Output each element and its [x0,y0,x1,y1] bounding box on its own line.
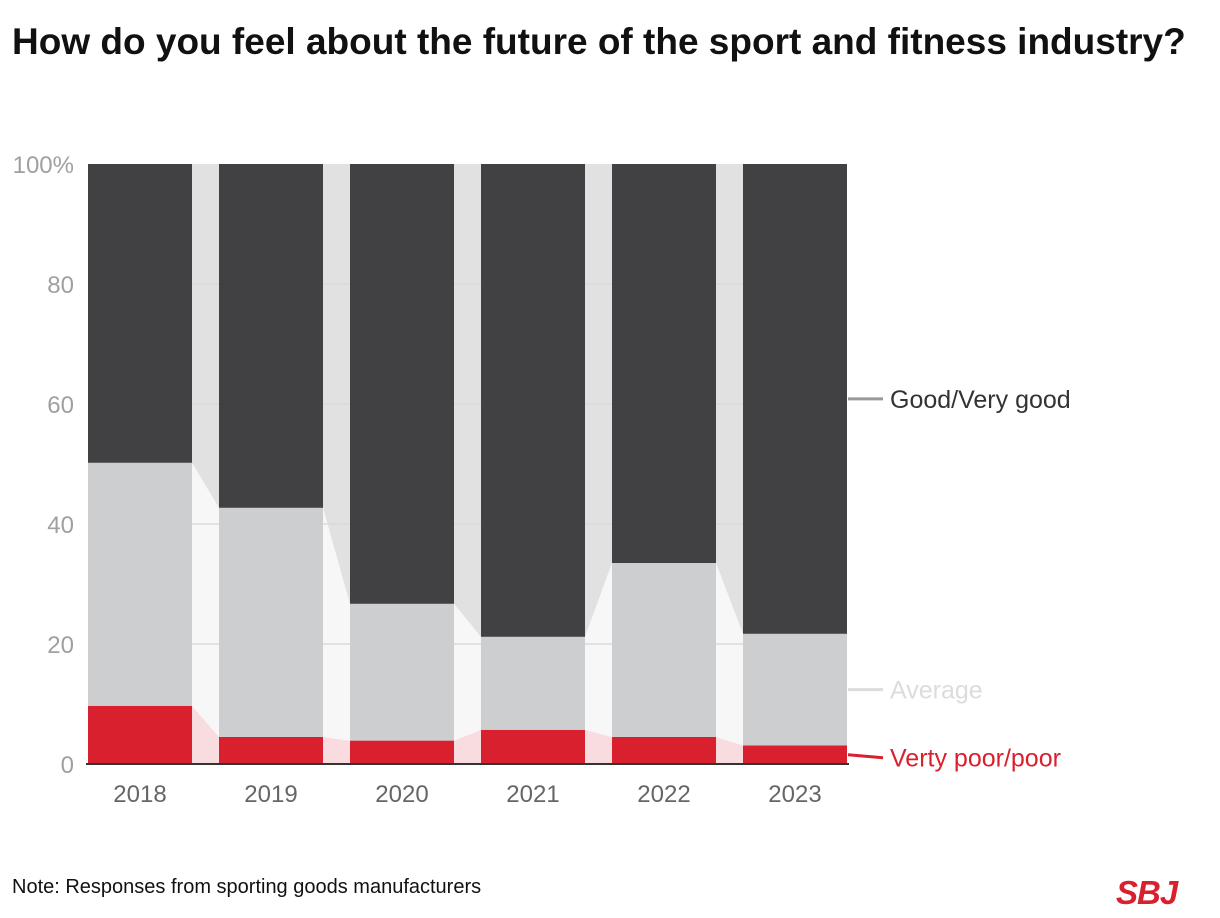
link-good-very-good [716,164,743,634]
bar-2022-verty-poor-poor [612,737,716,764]
bar-2019-average [219,507,323,737]
bar-2023-average [743,633,847,746]
link-verty-poor-poor [192,705,219,764]
link-average [454,603,481,741]
x-tick-label: 2023 [768,781,821,808]
link-verty-poor-poor [585,729,612,764]
bar-2018-average [88,462,192,706]
x-tick-label: 2020 [375,781,428,808]
bar-2023-good-very-good [743,164,847,634]
y-tick-label: 20 [47,632,74,659]
bar-2021-good-very-good [481,164,585,637]
y-tick-label: 60 [47,392,74,419]
link-verty-poor-poor [454,729,481,764]
bar-2018-verty-poor-poor [88,705,192,764]
bar-2023-verty-poor-poor [743,745,847,764]
series-label: Average [890,677,983,705]
bar-2019-good-very-good [219,164,323,508]
series-label: Verty poor/poor [890,745,1061,773]
link-good-very-good [585,164,612,637]
y-tick-label: 80 [47,272,74,299]
link-good-very-good [454,164,481,637]
link-average [716,563,743,746]
chart-title: How do you feel about the future of the … [12,21,1186,62]
series-label: Good/Very good [890,386,1071,414]
bar-2022-good-very-good [612,164,716,563]
sbj-logo: SBJ [1116,874,1178,911]
link-average [323,507,350,741]
bar-2022-average [612,563,716,737]
bar-2019-verty-poor-poor [219,737,323,764]
legend-connector [847,753,884,760]
chart-note: Note: Responses from sporting goods manu… [12,876,482,898]
link-verty-poor-poor [716,737,743,764]
link-average [585,563,612,737]
x-tick-label: 2019 [244,781,297,808]
x-tick-label: 2022 [637,781,690,808]
bar-2020-good-very-good [350,164,454,604]
link-good-very-good [323,164,350,604]
x-tick-label: 2021 [506,781,559,808]
bar-2021-average [481,636,585,730]
link-good-very-good [192,164,219,508]
x-tick-label: 2018 [113,781,166,808]
bar-2018-good-very-good [88,164,192,463]
y-tick-label: 0 [61,752,74,779]
y-tick-label: 100% [13,152,74,179]
bar-2020-verty-poor-poor [350,740,454,764]
link-average [192,462,219,737]
bar-2020-average [350,603,454,741]
bar-2021-verty-poor-poor [481,729,585,764]
link-verty-poor-poor [323,737,350,764]
y-tick-label: 40 [47,512,74,539]
